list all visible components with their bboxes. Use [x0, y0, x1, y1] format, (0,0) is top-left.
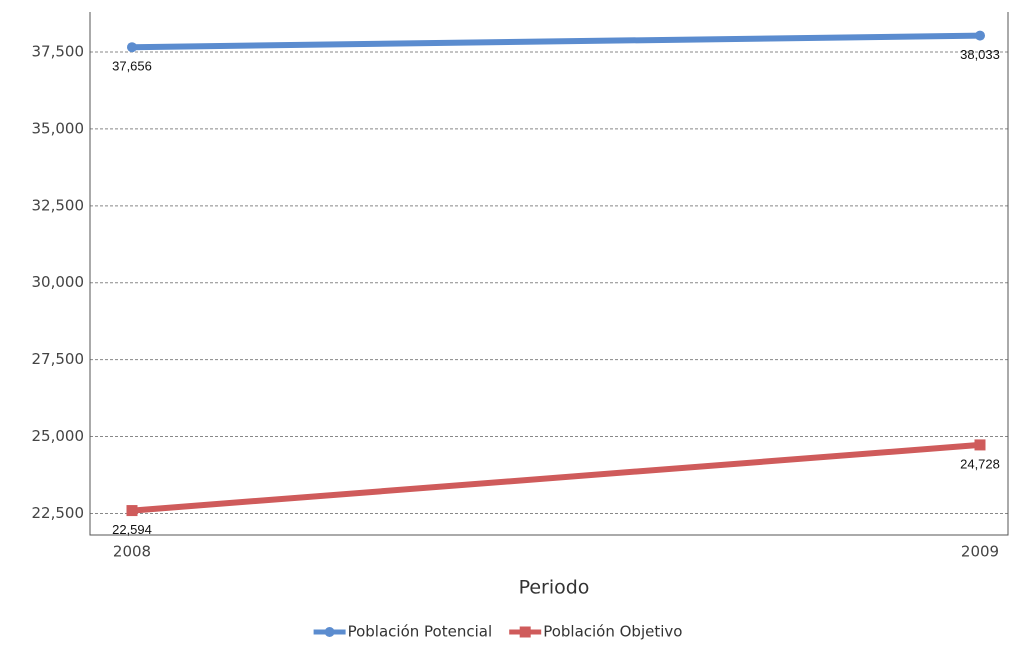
y-tick-label: 22,500: [32, 504, 85, 522]
axis-frame: [89, 12, 1009, 536]
data-label: 24,728: [960, 456, 1000, 471]
point-marker: [975, 30, 985, 41]
legend-marker: [519, 626, 531, 638]
y-tick-label: 32,500: [32, 196, 85, 214]
point-marker: [127, 42, 137, 53]
point-marker: [126, 505, 138, 517]
y-tick-label: 37,500: [32, 42, 85, 60]
x-tick-label: 2009: [961, 543, 999, 561]
legend-marker: [324, 627, 335, 637]
y-tick-label: 25,000: [32, 427, 85, 445]
data-label: 22,594: [112, 522, 152, 537]
legend-label: Población Potencial: [348, 623, 493, 641]
x-tick-label: 2008: [113, 543, 151, 561]
x-axis-title: Periodo: [519, 577, 590, 599]
point-marker: [974, 439, 986, 451]
data-label: 38,033: [960, 47, 1000, 62]
legend-label: Población Objetivo: [543, 623, 682, 641]
y-tick-label: 27,500: [32, 350, 85, 368]
y-tick-label: 30,000: [32, 273, 85, 291]
data-label: 37,656: [112, 59, 152, 74]
y-tick-label: 35,000: [32, 119, 85, 137]
series-line: [131, 441, 981, 514]
series-line: [131, 32, 981, 51]
